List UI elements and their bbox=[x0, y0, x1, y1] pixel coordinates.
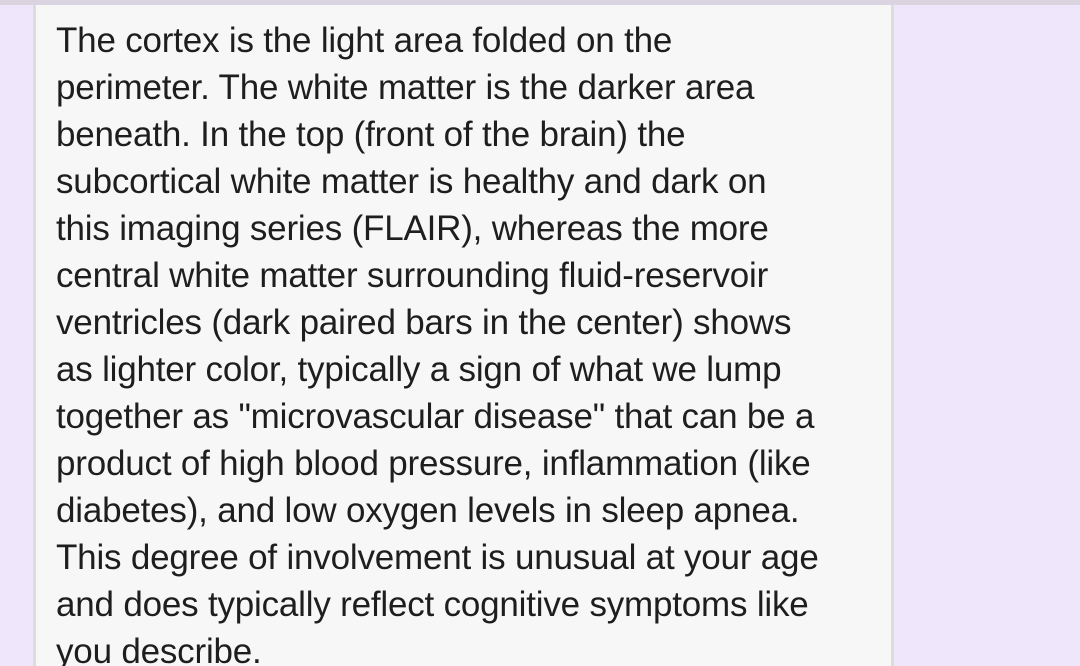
message-line: this imaging series (FLAIR), whereas the… bbox=[56, 209, 769, 248]
message-line: This degree of involvement is unusual at… bbox=[56, 538, 819, 577]
message-line: subcortical white matter is healthy and … bbox=[56, 162, 767, 201]
message-text: The cortex is the light area folded on t… bbox=[56, 17, 886, 666]
message-line: you describe. bbox=[56, 632, 262, 666]
message-line: and does typically reflect cognitive sym… bbox=[56, 585, 809, 624]
message-line: as lighter color, typically a sign of wh… bbox=[56, 350, 782, 389]
message-line: ventricles (dark paired bars in the cent… bbox=[56, 303, 792, 342]
message-line: diabetes), and low oxygen levels in slee… bbox=[56, 491, 800, 530]
message-bubble: The cortex is the light area folded on t… bbox=[33, 5, 894, 666]
message-line: beneath. In the top (front of the brain)… bbox=[56, 115, 686, 154]
message-line: The cortex is the light area folded on t… bbox=[56, 21, 673, 60]
message-line: product of high blood pressure, inflamma… bbox=[56, 444, 811, 483]
message-line: perimeter. The white matter is the darke… bbox=[56, 68, 755, 107]
message-line: central white matter surrounding fluid-r… bbox=[56, 256, 769, 295]
message-line: together as "microvascular disease" that… bbox=[56, 397, 815, 436]
top-edge bbox=[0, 0, 1080, 5]
